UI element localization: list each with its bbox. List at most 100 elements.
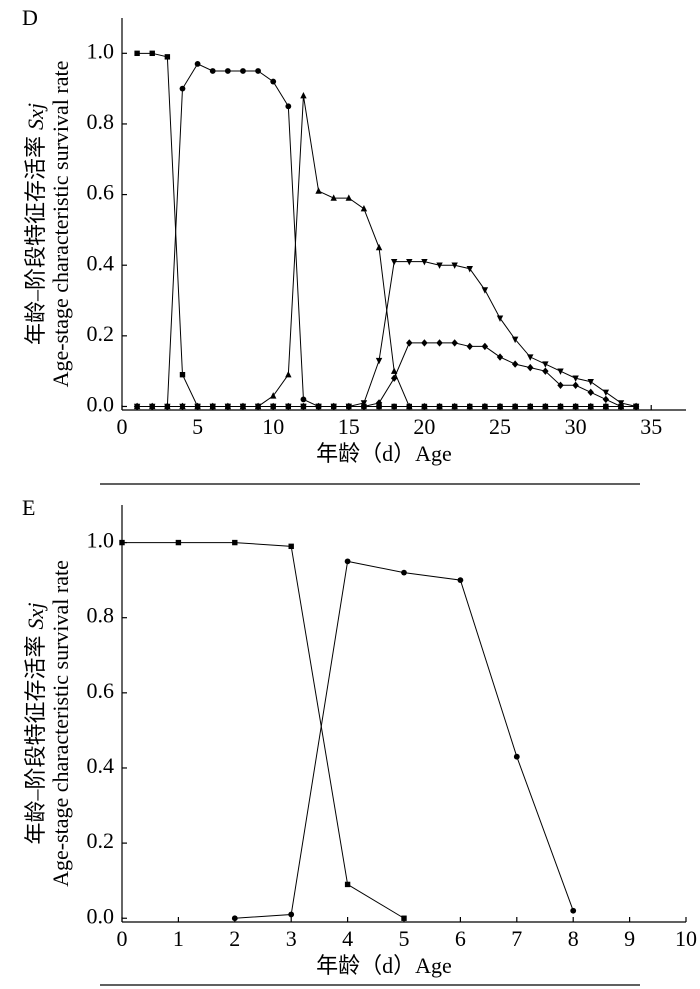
y-tick-label: 0.2 <box>87 828 115 853</box>
y-tick-label: 0.4 <box>87 250 115 275</box>
marker <box>270 392 277 399</box>
marker <box>288 543 294 550</box>
marker <box>270 402 277 411</box>
marker <box>179 402 186 411</box>
marker <box>421 339 428 347</box>
y-tick-label: 0.4 <box>87 753 115 778</box>
marker <box>224 402 232 411</box>
marker <box>451 402 458 410</box>
y-tick-label: 0.8 <box>87 603 115 628</box>
marker <box>436 262 443 269</box>
marker <box>300 396 307 403</box>
marker <box>300 402 307 411</box>
marker <box>572 402 579 410</box>
x-tick-label: 1 <box>173 926 184 951</box>
marker <box>436 402 443 410</box>
marker <box>406 339 413 347</box>
marker <box>175 539 182 546</box>
marker <box>511 402 519 410</box>
marker <box>375 357 383 365</box>
x-tick-label: 9 <box>624 926 635 951</box>
marker <box>224 68 231 74</box>
marker <box>511 360 519 368</box>
marker <box>496 315 504 322</box>
marker <box>240 68 246 74</box>
marker <box>391 403 398 410</box>
series-line <box>137 63 637 407</box>
marker <box>285 402 292 411</box>
marker <box>315 402 322 411</box>
x-tick-label: 20 <box>413 414 435 439</box>
marker <box>527 363 534 372</box>
x-tick-label: 7 <box>511 926 522 951</box>
marker <box>194 61 201 67</box>
marker <box>481 342 489 351</box>
y-axis-label-symbol: Sxj <box>23 103 48 130</box>
series-line <box>137 95 637 407</box>
marker <box>527 402 534 410</box>
y-tick-label: 0.6 <box>87 180 115 205</box>
marker <box>602 395 610 404</box>
marker <box>542 361 549 368</box>
x-tick-label: 0 <box>117 414 128 439</box>
x-tick-label: 2 <box>229 926 240 951</box>
marker <box>481 287 489 294</box>
y-axis-label-en: Age-stage characteristic survival rate <box>48 560 73 887</box>
marker <box>572 375 579 382</box>
marker <box>436 339 443 347</box>
marker <box>390 367 398 374</box>
marker <box>557 381 564 389</box>
y-axis-label-cn: 年龄–阶段特征存活率 <box>23 635 48 844</box>
y-tick-label: 0.0 <box>87 392 115 417</box>
marker <box>330 402 337 411</box>
marker <box>557 368 564 375</box>
marker <box>344 558 351 565</box>
marker <box>375 399 383 407</box>
marker <box>345 194 353 201</box>
marker <box>406 402 413 410</box>
marker <box>617 402 625 411</box>
y-axis-label: 年龄–阶段特征存活率 Sxj <box>23 103 48 345</box>
x-tick-label: 15 <box>338 414 360 439</box>
marker <box>119 539 125 546</box>
marker <box>133 402 141 411</box>
marker <box>288 911 295 918</box>
marker <box>496 353 504 361</box>
marker <box>587 379 594 386</box>
x-tick-label: 30 <box>565 414 587 439</box>
marker <box>179 371 186 378</box>
marker <box>632 402 640 411</box>
marker <box>194 402 201 411</box>
marker <box>513 753 520 760</box>
marker <box>164 54 171 60</box>
y-tick-label: 1.0 <box>87 528 115 553</box>
y-tick-label: 0.8 <box>87 109 115 134</box>
y-axis-label-en: Age-stage characteristic survival rate <box>48 61 73 388</box>
marker <box>134 50 140 57</box>
marker <box>602 389 610 397</box>
x-tick-label: 25 <box>489 414 511 439</box>
marker <box>557 402 564 410</box>
marker <box>254 402 262 411</box>
marker <box>375 243 383 251</box>
y-axis-label-symbol: Sxj <box>23 603 48 630</box>
marker <box>481 402 489 410</box>
marker <box>344 881 351 888</box>
marker <box>527 354 534 361</box>
y-tick-label: 0.6 <box>87 678 115 703</box>
marker <box>587 402 594 410</box>
panel-label: D <box>22 5 38 30</box>
marker <box>511 336 519 344</box>
y-axis-label: 年龄–阶段特征存活率 Sxj <box>23 603 48 845</box>
series-line <box>122 542 405 919</box>
marker <box>421 258 428 266</box>
marker <box>255 68 261 74</box>
marker <box>451 339 458 347</box>
marker <box>209 68 216 74</box>
marker <box>149 402 156 411</box>
x-tick-label: 0 <box>117 926 128 951</box>
x-axis-label: 年龄（d）Age <box>316 953 452 978</box>
marker <box>457 577 464 584</box>
